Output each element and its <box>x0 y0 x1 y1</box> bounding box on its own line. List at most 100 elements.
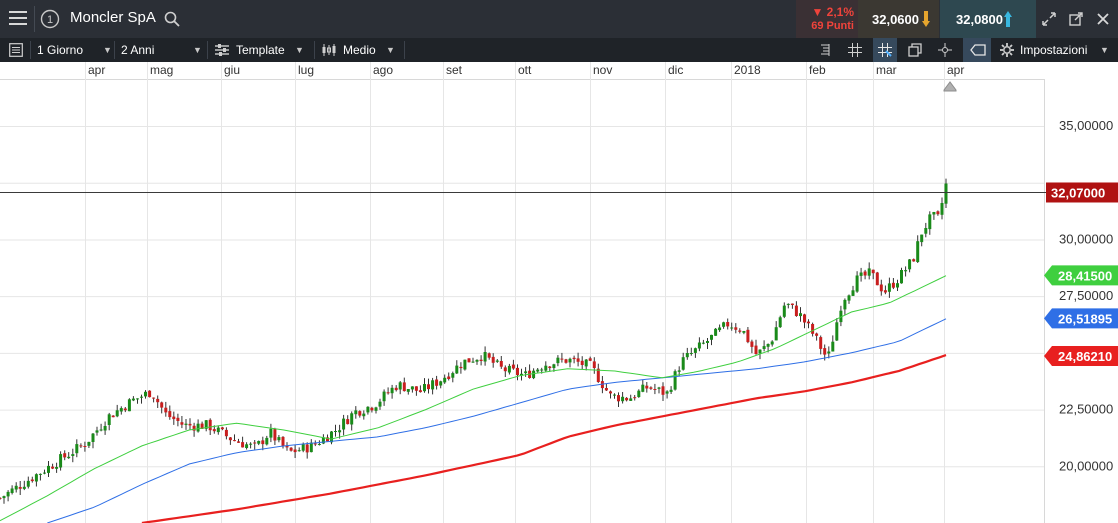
candle-body <box>321 437 325 444</box>
candle-body <box>855 275 859 292</box>
candle-body <box>26 480 30 487</box>
chevron-down-icon[interactable]: ▼ <box>193 45 202 55</box>
candle-body <box>459 366 463 369</box>
candle-body <box>520 373 523 376</box>
close-icon[interactable] <box>1097 13 1109 25</box>
chevron-down-icon[interactable]: ▼ <box>103 45 112 55</box>
candle-body <box>568 358 572 363</box>
chevron-down-icon[interactable]: ▼ <box>1100 45 1109 55</box>
chart-style-label: Medio <box>343 43 376 57</box>
candle-body <box>257 441 261 444</box>
candle-body <box>406 389 410 392</box>
candle-body <box>649 387 653 389</box>
candle-body <box>794 305 798 316</box>
candle-body <box>871 269 875 274</box>
price-tags: 32,07000 28,41500 26,51895 24,86210 <box>1044 182 1118 366</box>
candle-body <box>439 381 443 386</box>
candle-body <box>689 353 693 354</box>
candle-body <box>701 342 705 344</box>
candle-body <box>59 454 63 468</box>
interval-label: 1 Giorno <box>37 43 84 57</box>
search-icon[interactable] <box>164 11 180 27</box>
candle-body <box>536 369 540 372</box>
candle-body <box>908 259 912 270</box>
document-lines-icon <box>821 44 830 56</box>
candle-body <box>714 328 718 336</box>
candle-body <box>366 406 370 413</box>
range-select[interactable]: 2 Anni <box>121 38 201 62</box>
candle-body <box>220 427 224 430</box>
candle-body <box>596 368 600 382</box>
crosshair-button[interactable] <box>933 38 957 62</box>
candle-body <box>916 241 920 262</box>
candle-body <box>253 442 257 444</box>
title-bar: 1 Moncler SpA ▼ 2,1% 69 Punti 32,0600 32… <box>0 0 1118 38</box>
candle-body <box>95 430 99 433</box>
menu-icon[interactable] <box>9 10 27 26</box>
candle-body <box>6 491 10 497</box>
price-chart[interactable]: apr mag giu lug ago set ott nov dic 2018 feb mar apr… <box>0 62 1118 523</box>
candle-body <box>511 364 515 369</box>
candle-body <box>532 370 536 379</box>
candle-body <box>677 370 681 372</box>
candle-body <box>127 399 131 412</box>
info-circle-icon[interactable]: 1 <box>40 9 60 29</box>
scroll-marker-icon[interactable] <box>943 81 957 92</box>
ask-price: 32,0800 <box>956 12 1003 27</box>
moving-average-mid-line <box>47 318 947 523</box>
candle-body <box>152 397 156 399</box>
ma-tag <box>1044 265 1118 286</box>
price-tag-button[interactable] <box>963 38 991 62</box>
indicators-button[interactable] <box>813 38 837 62</box>
crosshair-grid-button[interactable] <box>873 38 897 62</box>
candle-body <box>722 322 726 327</box>
candle-body <box>807 321 810 324</box>
grid-button[interactable] <box>843 38 867 62</box>
candle-body <box>491 356 495 363</box>
candle-body <box>342 418 346 430</box>
candle-body <box>730 327 734 329</box>
candle-body <box>823 348 827 355</box>
candle-body <box>863 271 867 276</box>
candle-body <box>815 333 819 336</box>
candle-body <box>192 425 196 431</box>
price-axis-label: 35,00000 <box>1059 118 1113 133</box>
candle-body <box>754 345 758 354</box>
candle-body <box>277 437 281 441</box>
candle-body <box>471 361 475 363</box>
chart-style-select[interactable]: Medio <box>343 38 388 62</box>
interval-select[interactable]: 1 Giorno <box>37 38 115 62</box>
template-icon[interactable] <box>215 44 229 56</box>
buy-price-button[interactable]: 32,0800 <box>940 0 1036 38</box>
chevron-down-icon[interactable]: ▼ <box>386 45 395 55</box>
candle-body <box>726 322 730 327</box>
candle-body <box>451 373 455 378</box>
candle-body <box>443 377 447 383</box>
candle-body <box>63 453 67 458</box>
candle-body <box>455 365 459 374</box>
candle-body <box>867 268 871 276</box>
candle-body <box>746 329 750 343</box>
candle-body <box>843 299 847 310</box>
gear-icon[interactable] <box>1000 43 1014 57</box>
candle-body <box>326 437 329 442</box>
candle-body <box>625 397 629 401</box>
sell-price-button[interactable]: 32,0600 <box>858 0 939 38</box>
chart-toolbar: 1 Giorno ▼ 2 Anni ▼ Template ▼ Medio ▼ <box>0 38 1118 62</box>
candle-body <box>859 272 863 276</box>
chart-style-icon[interactable] <box>321 43 337 57</box>
template-select[interactable]: Template <box>236 38 296 62</box>
candle-body <box>370 407 374 411</box>
popout-icon[interactable] <box>1069 12 1083 26</box>
chevron-down-icon[interactable]: ▼ <box>295 45 304 55</box>
list-icon[interactable] <box>9 43 23 57</box>
candle-body <box>180 422 184 425</box>
candle-body <box>305 444 309 453</box>
duplicate-button[interactable] <box>903 38 927 62</box>
candle-body <box>47 465 50 473</box>
expand-icon[interactable] <box>1042 12 1056 26</box>
candle-body <box>410 386 414 390</box>
time-axis-strip <box>0 62 1118 79</box>
settings-button[interactable]: Impostazioni <box>1020 38 1092 62</box>
candle-body <box>835 322 839 341</box>
